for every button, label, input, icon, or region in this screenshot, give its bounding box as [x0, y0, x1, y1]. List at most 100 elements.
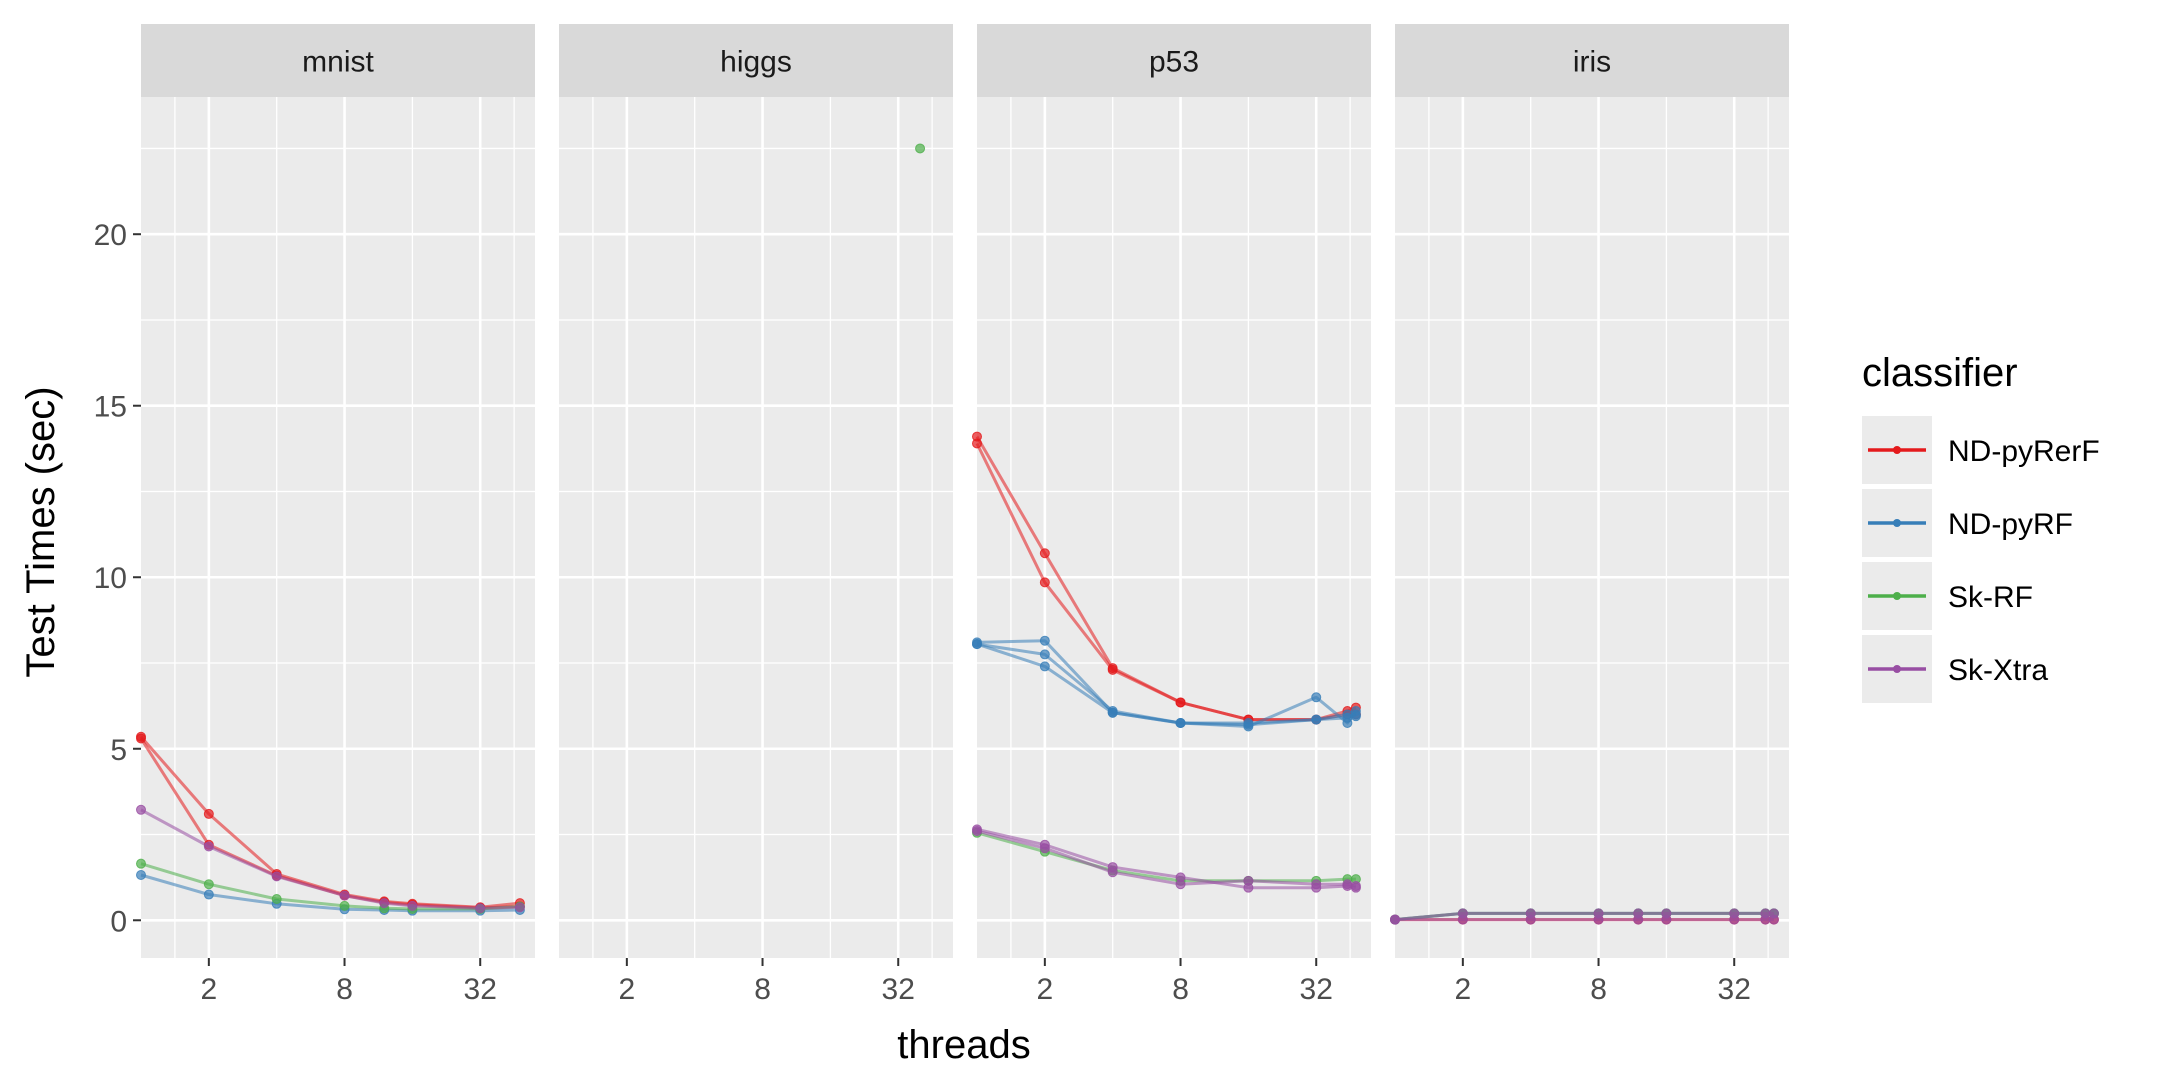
y-tick-label: 20: [94, 219, 127, 252]
legend-item-ND-pyRerF: ND-pyRerF: [1862, 416, 2100, 484]
data-point: [407, 900, 418, 911]
data-point: [339, 900, 350, 911]
x-tick-label: 8: [1172, 973, 1189, 1006]
facet-panel-mnist: mnist 2 8 32: [136, 24, 535, 1006]
y-axis: 0 5 10 15 20: [94, 219, 141, 938]
legend: classifier ND-pyRerF ND-pyRF Sk-RF Sk-Xtra: [1862, 351, 2100, 703]
data-point: [915, 143, 926, 154]
data-point: [1457, 908, 1468, 919]
data-point: [1175, 879, 1186, 890]
panel-background: [559, 97, 953, 958]
data-point: [1350, 880, 1361, 891]
legend-label: Sk-Xtra: [1948, 654, 2048, 687]
x-tick-label: 32: [1718, 973, 1751, 1006]
facet-panel-p53: p53 2 8 32: [972, 24, 1371, 1006]
data-point: [1039, 635, 1050, 646]
data-point: [1107, 664, 1118, 675]
data-point: [1243, 875, 1254, 886]
x-tick-label: 2: [201, 973, 218, 1006]
legend-item-ND-pyRF: ND-pyRF: [1862, 489, 2073, 557]
series-line: [976, 642, 1357, 725]
data-point: [379, 898, 390, 909]
data-point: [136, 869, 146, 880]
legend-key-point: [1893, 519, 1901, 527]
facet-strip: [141, 24, 535, 97]
data-point: [1311, 714, 1322, 725]
x-tick-label: 8: [336, 973, 353, 1006]
series-line: [140, 808, 520, 910]
series-line: [140, 873, 520, 913]
data-point: [1175, 718, 1186, 729]
series-Sk-Xtra: [1390, 908, 1779, 925]
x-tick-label: 2: [1455, 973, 1472, 1006]
data-point: [1350, 711, 1361, 722]
facet-panels: mnist 2 8 32 higgs 2 8 32 p53 2 8 32 iris 2 8 32: [136, 24, 1789, 1006]
data-point: [1661, 908, 1672, 919]
panel-background: [977, 97, 1371, 958]
data-point: [1107, 707, 1118, 718]
facet-strip: [977, 24, 1371, 97]
legend-label: Sk-RF: [1948, 581, 2033, 614]
facet-strip: [559, 24, 953, 97]
y-tick-label: 5: [110, 734, 127, 767]
x-tick-label: 32: [882, 973, 915, 1006]
y-tick-label: 10: [94, 562, 127, 595]
data-point: [1768, 908, 1779, 919]
data-point: [1390, 914, 1400, 925]
data-point: [1039, 548, 1050, 559]
x-tick-label: 8: [1590, 973, 1607, 1006]
data-point: [1039, 577, 1050, 588]
data-point: [1311, 692, 1322, 703]
data-point: [1525, 908, 1536, 919]
data-point: [1593, 908, 1604, 919]
data-point: [1729, 908, 1740, 919]
data-point: [271, 893, 282, 904]
data-point: [136, 858, 146, 869]
legend-item-Sk-Xtra: Sk-Xtra: [1862, 635, 2048, 703]
data-point: [1039, 649, 1050, 660]
data-point: [475, 903, 486, 914]
legend-key-point: [1893, 665, 1901, 673]
series-Sk-Xtra: [136, 804, 525, 914]
data-point: [271, 871, 282, 882]
data-point: [972, 639, 982, 650]
series-Sk-Xtra: [972, 824, 1361, 893]
data-point: [203, 808, 214, 819]
panel-background: [1395, 97, 1789, 958]
data-point: [1760, 908, 1771, 919]
data-point: [1342, 879, 1353, 890]
data-point: [1107, 867, 1118, 878]
data-point: [1175, 697, 1186, 708]
y-axis-title: Test Times (sec): [19, 386, 63, 677]
facet-panel-iris: iris 2 8 32: [1390, 24, 1789, 1006]
legend-label: ND-pyRF: [1948, 508, 2073, 541]
facet-strip-label: p53: [1149, 46, 1199, 79]
data-point: [1039, 843, 1050, 854]
data-point: [339, 890, 350, 901]
x-tick-label: 2: [1037, 973, 1054, 1006]
facet-strip-label: mnist: [302, 46, 374, 79]
data-point: [203, 879, 214, 890]
series-Sk-RF: [915, 143, 926, 154]
x-axis-title: threads: [897, 1023, 1030, 1067]
y-tick-label: 0: [110, 905, 127, 938]
x-tick-label: 32: [1300, 973, 1333, 1006]
data-point: [203, 889, 214, 900]
series-line: [976, 829, 1357, 888]
data-point: [136, 804, 146, 815]
facet-strip-label: iris: [1573, 46, 1611, 79]
data-point: [972, 826, 982, 837]
facet-panel-higgs: higgs 2 8 32: [559, 24, 953, 1006]
legend-title: classifier: [1862, 351, 2018, 395]
data-point: [1311, 879, 1322, 890]
facet-strip-label: higgs: [720, 46, 792, 79]
data-point: [1039, 661, 1050, 672]
data-point: [136, 733, 146, 744]
legend-key-point: [1893, 446, 1901, 454]
data-point: [972, 438, 982, 449]
data-point: [203, 841, 214, 852]
legend-key-point: [1893, 592, 1901, 600]
facet-strip: [1395, 24, 1789, 97]
x-tick-label: 32: [464, 973, 497, 1006]
